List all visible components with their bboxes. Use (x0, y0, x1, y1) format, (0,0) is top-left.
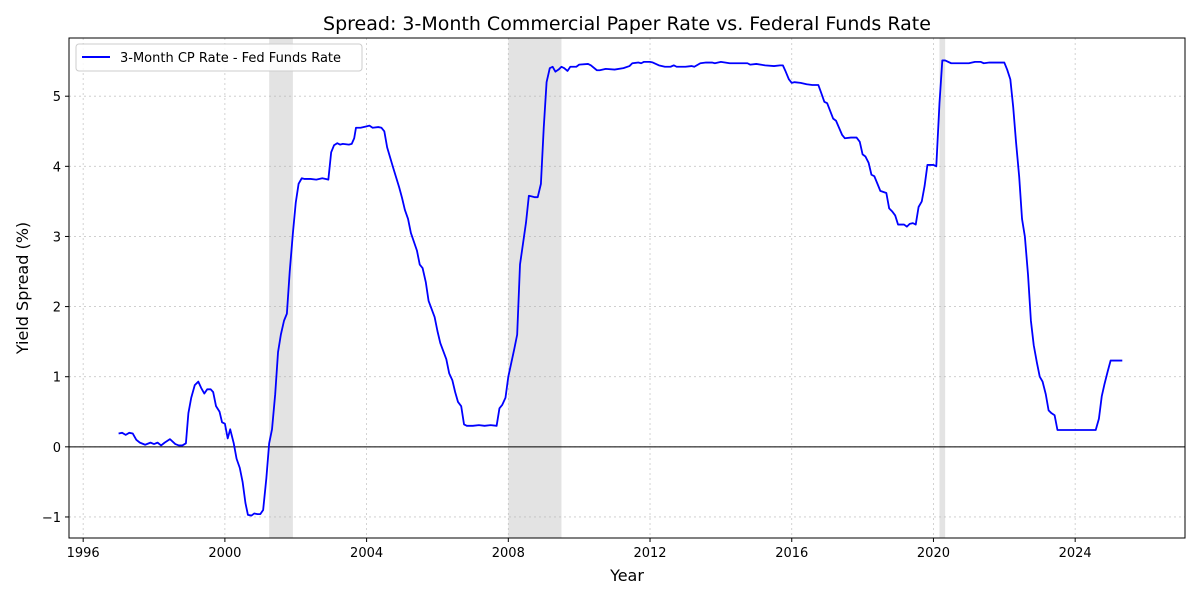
plot-area (68, 37, 1186, 539)
legend-box (75, 43, 363, 72)
y-tick-label: 5 (53, 90, 61, 105)
x-tick-label: 2008 (492, 546, 525, 561)
x-tick-label: 2020 (917, 546, 950, 561)
shaded-region-0 (269, 38, 293, 538)
x-axis-label: Year (609, 566, 644, 585)
y-axis: −1 0 1 2 3 4 5 (42, 90, 69, 526)
x-tick-label: 2012 (633, 546, 666, 561)
recession-shading-layer (269, 38, 946, 538)
chart-title: Spread: 3-Month Commercial Paper Rate vs… (323, 13, 931, 35)
x-tick-label: 1996 (67, 546, 100, 561)
y-tick-label: 3 (53, 230, 61, 245)
x-tick-label: 2024 (1059, 546, 1092, 561)
x-tick-label: 2016 (775, 546, 808, 561)
y-tick-label: −1 (42, 511, 61, 526)
shaded-region-1 (508, 38, 562, 538)
series-line-0 (118, 59, 1123, 517)
x-tick-label: 2000 (208, 546, 241, 561)
series-layer (118, 59, 1123, 517)
shaded-region-2 (939, 38, 946, 538)
legend-label: 3-Month CP Rate - Fed Funds Rate (120, 51, 341, 66)
y-tick-label: 0 (53, 441, 61, 456)
plot-frame (68, 37, 1186, 539)
x-tick-label: 2004 (350, 546, 383, 561)
legend: 3-Month CP Rate - Fed Funds Rate (75, 43, 363, 72)
x-axis: 1996 2000 2004 2008 2012 2016 2020 2024 (67, 538, 1092, 561)
y-tick-label: 1 (53, 371, 61, 386)
y-axis-label: Yield Spread (%) (13, 222, 32, 355)
y-tick-label: 2 (53, 301, 61, 316)
y-tick-label: 4 (53, 160, 61, 175)
